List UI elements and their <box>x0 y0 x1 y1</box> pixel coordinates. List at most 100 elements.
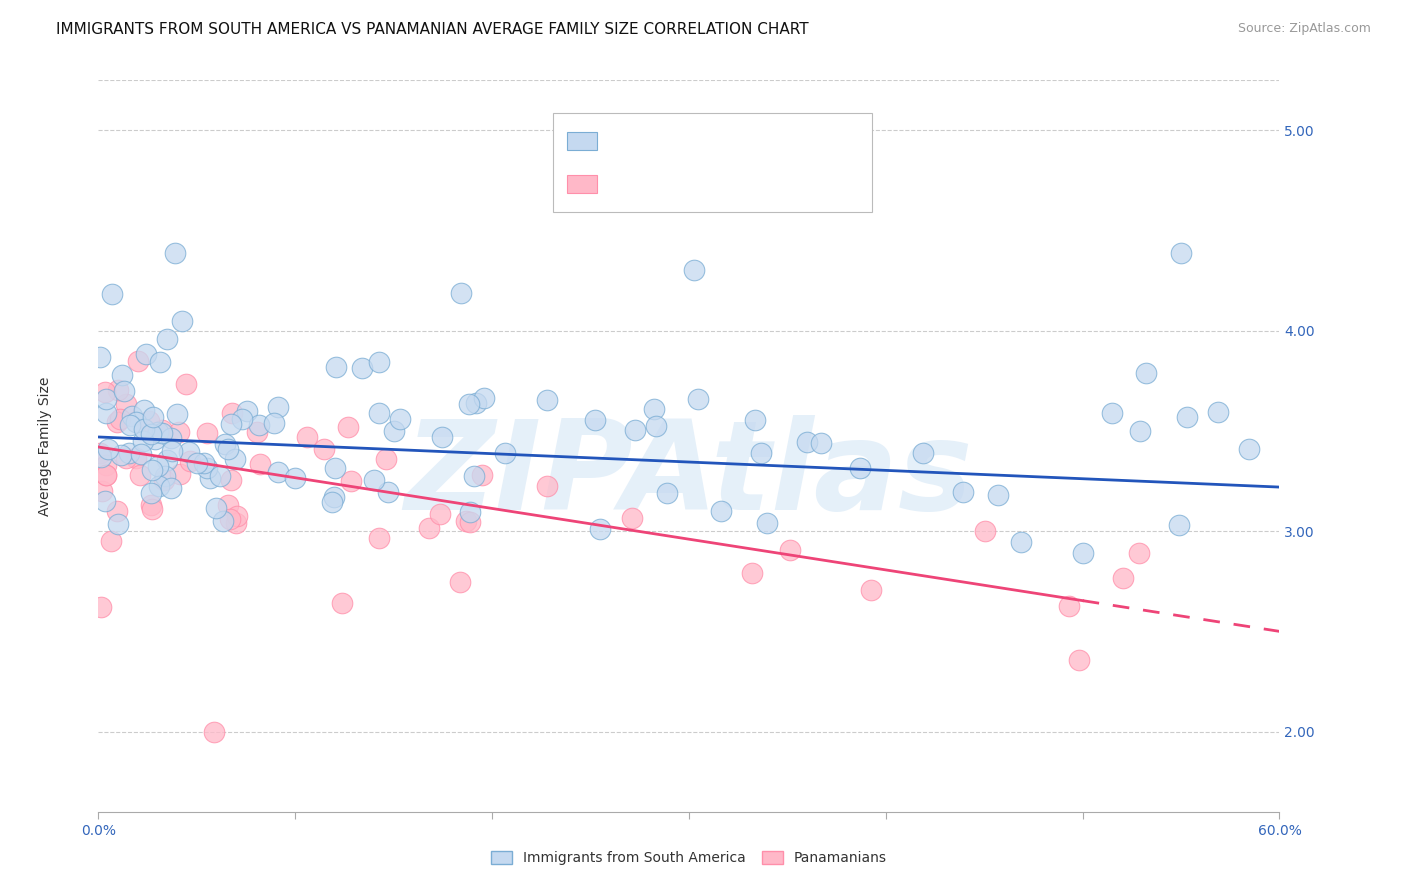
Point <box>125 450 148 465</box>
Point <box>156 452 179 467</box>
Point <box>323 491 346 505</box>
Point <box>107 383 129 397</box>
Point <box>89 350 111 364</box>
Point <box>458 515 481 529</box>
Point <box>118 446 141 460</box>
Point <box>156 332 179 346</box>
Point <box>141 501 163 516</box>
Point <box>209 469 232 483</box>
Point <box>246 425 269 440</box>
Point <box>429 508 451 522</box>
Point <box>174 377 197 392</box>
Point <box>1067 652 1090 666</box>
Point <box>202 724 225 739</box>
Point <box>643 402 665 417</box>
Point <box>212 514 235 528</box>
Point <box>153 469 176 483</box>
Point <box>129 447 152 461</box>
Point <box>112 384 135 398</box>
Point <box>224 452 246 467</box>
Point <box>336 420 359 434</box>
Text: R =  -0.193   N = 106: R = -0.193 N = 106 <box>609 133 773 148</box>
Point <box>810 436 832 450</box>
Point <box>141 486 163 500</box>
Point <box>458 506 481 520</box>
Point <box>1129 424 1152 438</box>
Point <box>160 481 183 495</box>
Point <box>146 458 169 473</box>
Point <box>217 442 239 456</box>
Point <box>1135 366 1157 380</box>
Point <box>225 516 247 530</box>
Point <box>90 450 112 465</box>
Point <box>142 409 165 424</box>
Point <box>91 483 114 498</box>
Point <box>332 596 354 610</box>
Point <box>682 263 704 277</box>
Point <box>177 445 200 459</box>
Point <box>1206 405 1229 419</box>
Point <box>471 467 494 482</box>
Point <box>583 413 606 427</box>
Point <box>143 432 166 446</box>
Point <box>450 286 472 301</box>
Point <box>1168 517 1191 532</box>
Point <box>111 368 134 382</box>
Point <box>325 360 347 375</box>
Point <box>624 423 647 437</box>
Point <box>94 384 117 399</box>
Point <box>139 427 162 442</box>
Point <box>120 418 142 433</box>
Point <box>263 417 285 431</box>
Point <box>135 347 157 361</box>
Point <box>200 471 222 485</box>
Point <box>193 456 215 470</box>
Point <box>90 600 112 615</box>
Point <box>430 430 453 444</box>
Point <box>755 516 778 530</box>
Point <box>621 510 644 524</box>
Point <box>214 436 236 450</box>
Point <box>464 396 486 410</box>
Point <box>655 486 678 500</box>
Text: Source: ZipAtlas.com: Source: ZipAtlas.com <box>1237 22 1371 36</box>
Point <box>186 456 208 470</box>
Point <box>107 516 129 531</box>
Point <box>266 400 288 414</box>
Point <box>382 424 405 438</box>
Point <box>100 534 122 549</box>
Point <box>101 286 124 301</box>
Point <box>146 425 169 439</box>
Point <box>179 454 201 468</box>
Point <box>741 566 763 580</box>
Point <box>115 397 138 411</box>
Point <box>987 488 1010 502</box>
Point <box>94 392 117 406</box>
Point <box>160 444 183 458</box>
Point <box>97 442 120 457</box>
Point <box>195 461 218 475</box>
Point <box>457 397 479 411</box>
Point <box>859 582 882 597</box>
Point <box>146 425 169 439</box>
Point <box>377 484 399 499</box>
Point <box>536 393 558 408</box>
Point <box>323 461 346 475</box>
Point <box>374 452 396 467</box>
Point <box>236 404 259 418</box>
Point <box>231 412 253 426</box>
Point <box>169 467 191 482</box>
Point <box>114 450 136 465</box>
Point <box>1057 599 1080 613</box>
Point <box>1101 406 1123 420</box>
Point <box>849 460 872 475</box>
Point <box>1239 442 1261 457</box>
Text: R =  -0.384   N =  60: R = -0.384 N = 60 <box>609 177 769 192</box>
Point <box>167 425 190 439</box>
Point <box>645 419 668 434</box>
Point <box>138 414 160 428</box>
Point <box>124 415 146 429</box>
Point <box>449 574 471 589</box>
Point <box>108 412 131 426</box>
Point <box>312 442 335 456</box>
